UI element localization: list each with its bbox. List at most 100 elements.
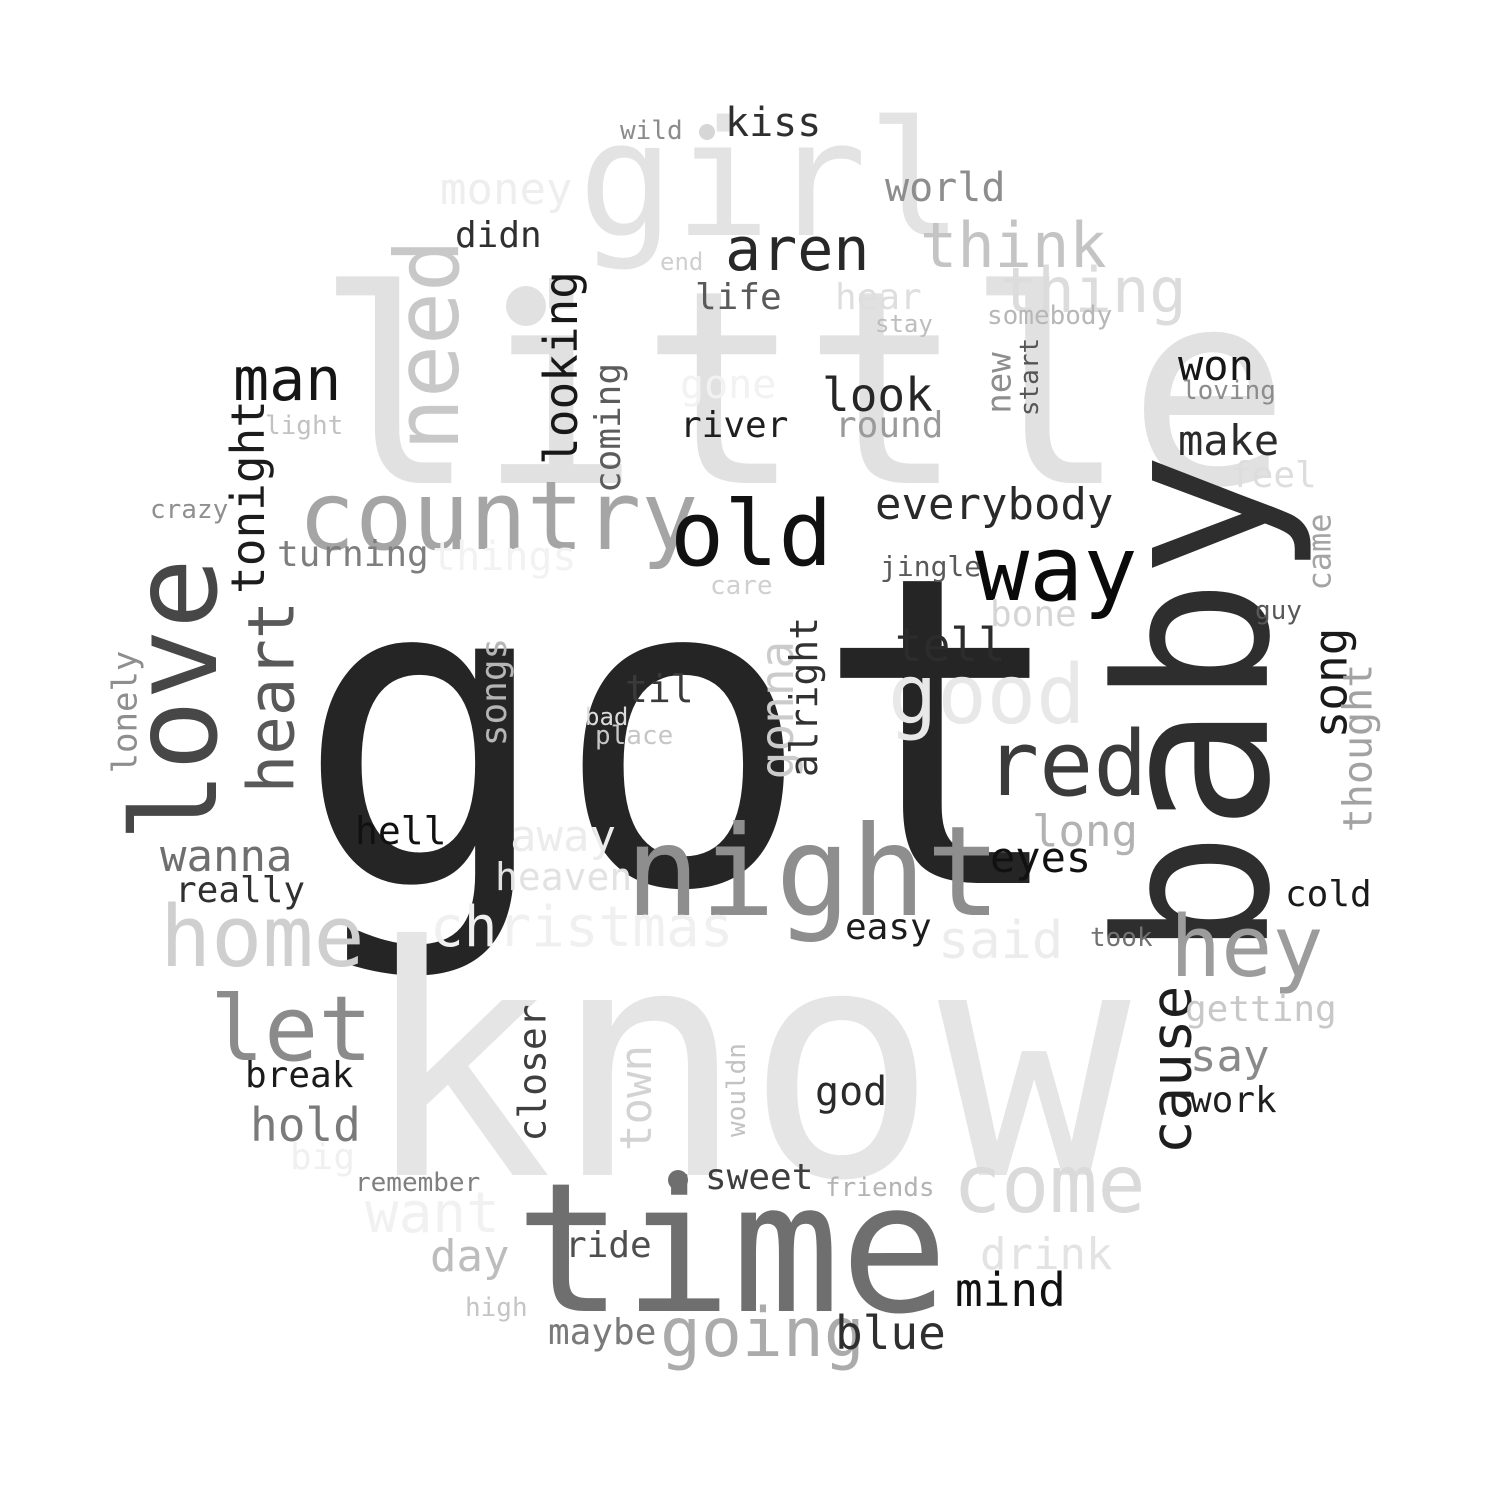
dot-sweet <box>668 1170 688 1190</box>
word-sweet: sweet <box>705 1157 814 1198</box>
word-big: big <box>290 1137 356 1178</box>
word-going: going <box>660 1294 865 1373</box>
word-money: money <box>440 164 573 215</box>
word-won: won <box>1178 341 1254 390</box>
word-tell: tell <box>895 618 1006 672</box>
word-took: took <box>1090 923 1153 953</box>
word-loving: loving <box>1182 376 1276 406</box>
word-country: country <box>298 462 699 572</box>
word-let: let <box>210 977 373 1082</box>
word-drink: drink <box>980 1229 1113 1280</box>
word-came: came <box>1301 513 1339 591</box>
word-stay: stay <box>875 310 933 338</box>
word-christmas: christmas <box>430 895 734 960</box>
word-guy: guy <box>1255 596 1302 626</box>
word-looking: looking <box>534 271 588 465</box>
dot-little <box>506 286 546 326</box>
word-start: start <box>1015 337 1045 417</box>
word-red: red <box>985 712 1148 817</box>
word-place: place <box>595 721 674 751</box>
word-heaven: heaven <box>495 855 633 899</box>
word-said: said <box>938 911 1064 971</box>
word-hell: hell <box>355 809 447 853</box>
word-kiss: kiss <box>725 100 822 146</box>
word-bad: bad <box>585 703 629 731</box>
word-hold: hold <box>250 1098 361 1152</box>
word-work: work <box>1190 1080 1277 1121</box>
word-eyes: eyes <box>990 833 1092 882</box>
word-somebody: somebody <box>987 301 1113 331</box>
word-friends: friends <box>825 1173 935 1203</box>
word-old: old <box>670 482 833 587</box>
word-light: light <box>265 411 344 441</box>
word-really: really <box>175 870 306 911</box>
word-wild: wild <box>620 116 683 146</box>
word-heart: heart <box>235 600 309 794</box>
word-turning: turning <box>277 534 429 575</box>
word-crazy: crazy <box>150 495 229 525</box>
word-wanna: wanna <box>160 831 293 882</box>
word-til: til <box>625 667 694 711</box>
word-little: little <box>315 232 1291 547</box>
word-break: break <box>245 1055 354 1096</box>
word-think: think <box>920 209 1107 282</box>
word-bone: bone <box>990 594 1077 635</box>
word-coming: coming <box>587 362 629 494</box>
word-high: high <box>465 1293 528 1323</box>
word-everybody: everybody <box>875 479 1114 530</box>
word-town: town <box>611 1045 662 1151</box>
word-hey: hey <box>1170 898 1324 997</box>
word-got: got <box>295 485 1072 985</box>
word-jingle: jingle <box>880 550 982 583</box>
word-care: care <box>710 571 773 601</box>
word-away: away <box>510 811 616 862</box>
word-end: end <box>660 248 704 276</box>
word-river: river <box>680 405 789 446</box>
word-alright: alright <box>782 616 826 778</box>
word-cold: cold <box>1285 874 1372 915</box>
word-songs: songs <box>474 637 515 747</box>
word-didn: didn <box>455 215 542 256</box>
word-remember: remember <box>355 1168 481 1198</box>
word-mind: mind <box>955 1263 1066 1317</box>
word-time: time <box>515 1145 949 1354</box>
word-thing: thing <box>1000 254 1187 327</box>
word-look: look <box>822 368 933 422</box>
word-girl: girl <box>578 86 964 273</box>
word-god: god <box>815 1069 888 1115</box>
word-easy: easy <box>845 907 932 948</box>
dot-kiss <box>699 124 715 140</box>
word-day: day <box>430 1231 510 1282</box>
word-getting: getting <box>1185 989 1337 1030</box>
word-world: world <box>885 165 1006 211</box>
word-long: long <box>1032 806 1138 857</box>
word-wouldn: wouldn <box>721 1043 752 1137</box>
word-round: round <box>835 405 944 446</box>
word-know: know <box>360 879 1131 1251</box>
word-lonely: lonely <box>104 650 145 774</box>
word-night: night <box>625 800 1002 945</box>
word-ride: ride <box>565 1225 652 1266</box>
word-maybe: maybe <box>548 1312 657 1353</box>
word-life: life <box>695 277 782 318</box>
word-blue: blue <box>835 1306 946 1360</box>
word-new: new <box>979 352 1020 414</box>
word-man: man <box>233 345 342 415</box>
word-closer: closer <box>511 1004 555 1142</box>
word-way: way <box>975 517 1138 622</box>
word-thought: thought <box>1334 663 1381 833</box>
word-gone: gone <box>680 362 777 408</box>
word-come: come <box>953 1138 1146 1231</box>
word-things: things <box>432 534 577 580</box>
word-aren: aren <box>725 215 870 285</box>
word-want: want <box>365 1181 500 1246</box>
word-need: need <box>375 239 479 451</box>
word-feel: feel <box>1230 455 1317 496</box>
word-say: say <box>1190 1031 1270 1082</box>
word-make: make <box>1178 416 1280 465</box>
word-good: good <box>888 648 1086 743</box>
word-tonight: tonight <box>221 400 275 594</box>
word-hear: hear <box>835 277 922 318</box>
word-home: home <box>160 888 365 987</box>
